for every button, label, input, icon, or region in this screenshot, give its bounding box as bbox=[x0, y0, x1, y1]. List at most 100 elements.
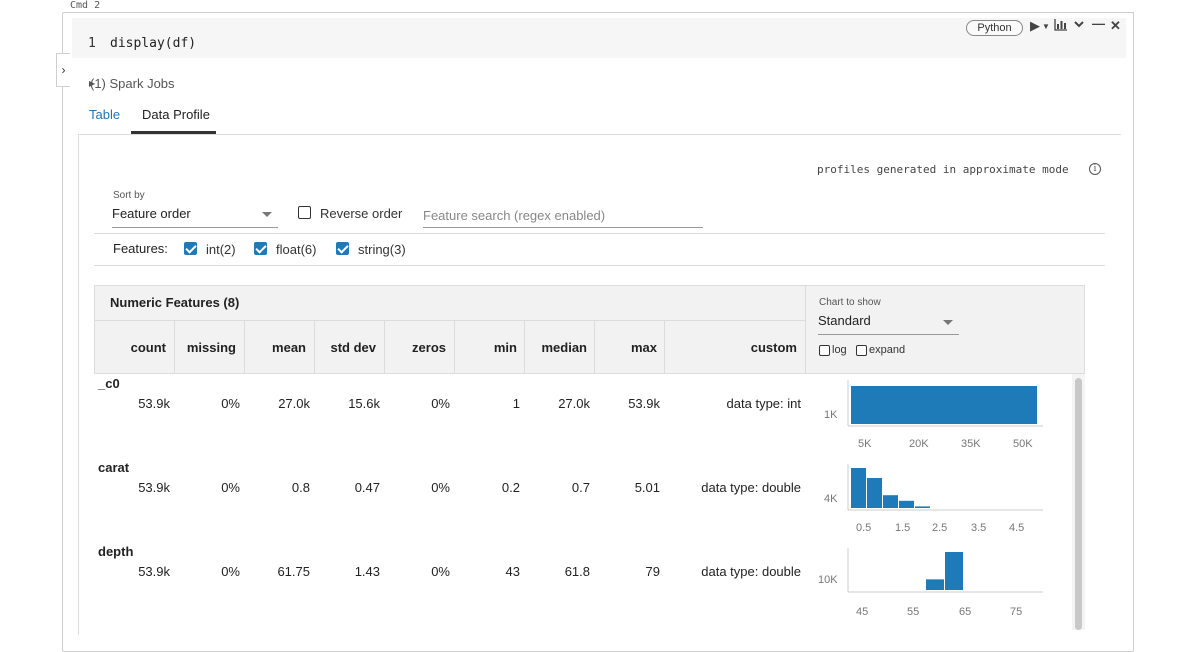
cell-max: 5.01 bbox=[634, 480, 660, 495]
cell-std-dev: 15.6k bbox=[348, 396, 380, 411]
chart-to-show-select[interactable]: Standard bbox=[818, 313, 959, 335]
histogram-y-label: 1K bbox=[824, 409, 838, 421]
close-icon[interactable]: ✕ bbox=[1110, 18, 1121, 33]
tab-data-profile[interactable]: Data Profile bbox=[142, 107, 210, 122]
histogram-bar[interactable] bbox=[945, 552, 963, 590]
feature-name: carat bbox=[98, 460, 130, 475]
tab-divider bbox=[78, 134, 1121, 135]
cell-mean: 0.8 bbox=[291, 480, 310, 495]
expand-checkbox[interactable] bbox=[856, 345, 867, 356]
left-gutter bbox=[0, 0, 62, 630]
sort-by-label: Sort by bbox=[113, 190, 145, 201]
cell-missing: 0% bbox=[221, 564, 240, 579]
dropdown-caret-icon[interactable] bbox=[943, 320, 953, 325]
divider bbox=[94, 265, 1105, 266]
histogram-y-label: 4K bbox=[824, 493, 838, 505]
code-line[interactable]: display(df) bbox=[110, 36, 197, 51]
sort-by-value: Feature order bbox=[112, 206, 191, 221]
cell-max: 53.9k bbox=[628, 396, 660, 411]
histogram-bar[interactable] bbox=[867, 478, 882, 508]
expand-label: expand bbox=[869, 344, 906, 356]
histogram-tick: 45 bbox=[856, 606, 869, 618]
histogram-bar[interactable] bbox=[851, 386, 1037, 424]
cell-max: 79 bbox=[645, 564, 660, 579]
histogram-tick: 20K bbox=[909, 438, 929, 450]
histogram-tick: 1.5 bbox=[895, 522, 911, 534]
minimize-icon[interactable]: — bbox=[1092, 16, 1105, 31]
cell-min: 1 bbox=[512, 396, 520, 411]
tab-table[interactable]: Table bbox=[89, 107, 121, 122]
histogram-c0[interactable]: 1K 5K 20K 35K 50K bbox=[818, 376, 1048, 456]
chevron-down-icon[interactable] bbox=[1073, 18, 1085, 33]
cell-std-dev: 0.47 bbox=[354, 480, 380, 495]
histogram-tick: 65 bbox=[959, 606, 972, 618]
divider bbox=[94, 233, 1105, 234]
histogram-bar[interactable] bbox=[926, 579, 944, 590]
caret-right-icon[interactable]: ▶ bbox=[89, 79, 96, 88]
histogram-tick: 50K bbox=[1013, 438, 1033, 450]
column-header-zeros[interactable]: zeros bbox=[412, 340, 446, 355]
histogram-bar[interactable] bbox=[883, 495, 898, 508]
column-header-max[interactable]: max bbox=[630, 340, 657, 355]
column-header-median[interactable]: median bbox=[541, 340, 587, 355]
cell-std-dev: 1.43 bbox=[354, 564, 380, 579]
histogram-bar[interactable] bbox=[851, 468, 866, 508]
feature-int-checkbox[interactable] bbox=[184, 242, 197, 255]
chevron-right-icon: › bbox=[61, 63, 66, 77]
spark-jobs-toggle[interactable]: (1) Spark Jobs bbox=[90, 76, 175, 91]
cell-count: 53.9k bbox=[138, 396, 170, 411]
column-header-missing[interactable]: missing bbox=[186, 340, 236, 355]
feature-int-label: int(2) bbox=[206, 242, 236, 257]
feature-string-checkbox[interactable] bbox=[336, 242, 349, 255]
cell-mean: 61.75 bbox=[277, 564, 310, 579]
active-tab-indicator bbox=[131, 131, 216, 134]
run-cell-icon[interactable]: ▶ bbox=[1030, 18, 1040, 33]
collapse-toggle[interactable]: › bbox=[56, 53, 70, 87]
feature-float-checkbox[interactable] bbox=[254, 242, 267, 255]
feature-search-input[interactable] bbox=[423, 204, 703, 228]
sort-by-select[interactable]: Feature order bbox=[112, 206, 278, 228]
chart-to-show-label: Chart to show bbox=[819, 297, 881, 308]
log-checkbox[interactable] bbox=[819, 345, 830, 356]
histogram-tick: 35K bbox=[961, 438, 981, 450]
cell-median: 61.8 bbox=[564, 564, 590, 579]
run-menu-chevron-icon[interactable]: ▼ bbox=[1042, 22, 1050, 31]
cell-missing: 0% bbox=[221, 480, 240, 495]
chart-icon[interactable] bbox=[1054, 18, 1068, 34]
column-header-min[interactable]: min bbox=[493, 340, 517, 355]
data-profile-panel bbox=[78, 135, 1121, 635]
right-gutter bbox=[1134, 0, 1200, 630]
column-header-custom[interactable]: custom bbox=[750, 340, 797, 355]
histogram-tick: 2.5 bbox=[932, 522, 948, 534]
language-badge[interactable]: Python bbox=[966, 20, 1023, 36]
histogram-tick: 5K bbox=[858, 438, 872, 450]
info-icon[interactable]: i bbox=[1089, 163, 1101, 175]
column-header-std-dev[interactable]: std dev bbox=[330, 340, 376, 355]
column-divider bbox=[174, 321, 175, 374]
reverse-order-checkbox[interactable] bbox=[298, 206, 311, 219]
histogram-carat[interactable]: 4K 0.5 1.5 2.5 3.5 4.5 bbox=[818, 460, 1048, 540]
histogram-bar[interactable] bbox=[899, 500, 914, 508]
column-divider bbox=[314, 321, 315, 374]
column-header-count[interactable]: count bbox=[130, 340, 166, 355]
column-header-mean[interactable]: mean bbox=[272, 340, 306, 355]
histogram-plot bbox=[847, 548, 1043, 593]
histogram-y-label: 10K bbox=[818, 574, 838, 586]
column-divider bbox=[384, 321, 385, 374]
table-scrollbar-thumb[interactable] bbox=[1075, 378, 1082, 630]
code-editor[interactable] bbox=[72, 18, 1126, 58]
dropdown-caret-icon[interactable] bbox=[262, 212, 272, 217]
header-row-divider bbox=[94, 320, 805, 321]
histogram-tick: 0.5 bbox=[856, 522, 872, 534]
histogram-depth[interactable]: 10K 45 55 65 75 bbox=[818, 544, 1048, 624]
log-label: log bbox=[832, 344, 847, 356]
numeric-table-header bbox=[94, 285, 1085, 374]
column-divider bbox=[524, 321, 525, 374]
histogram-bar[interactable] bbox=[915, 506, 930, 508]
cell-min: 43 bbox=[505, 564, 520, 579]
chart-to-show-value: Standard bbox=[818, 313, 871, 328]
feature-name: _c0 bbox=[98, 376, 120, 391]
column-divider bbox=[594, 321, 595, 374]
cell-command-label: Cmd 2 bbox=[70, 0, 101, 11]
reverse-order-label: Reverse order bbox=[320, 206, 403, 221]
